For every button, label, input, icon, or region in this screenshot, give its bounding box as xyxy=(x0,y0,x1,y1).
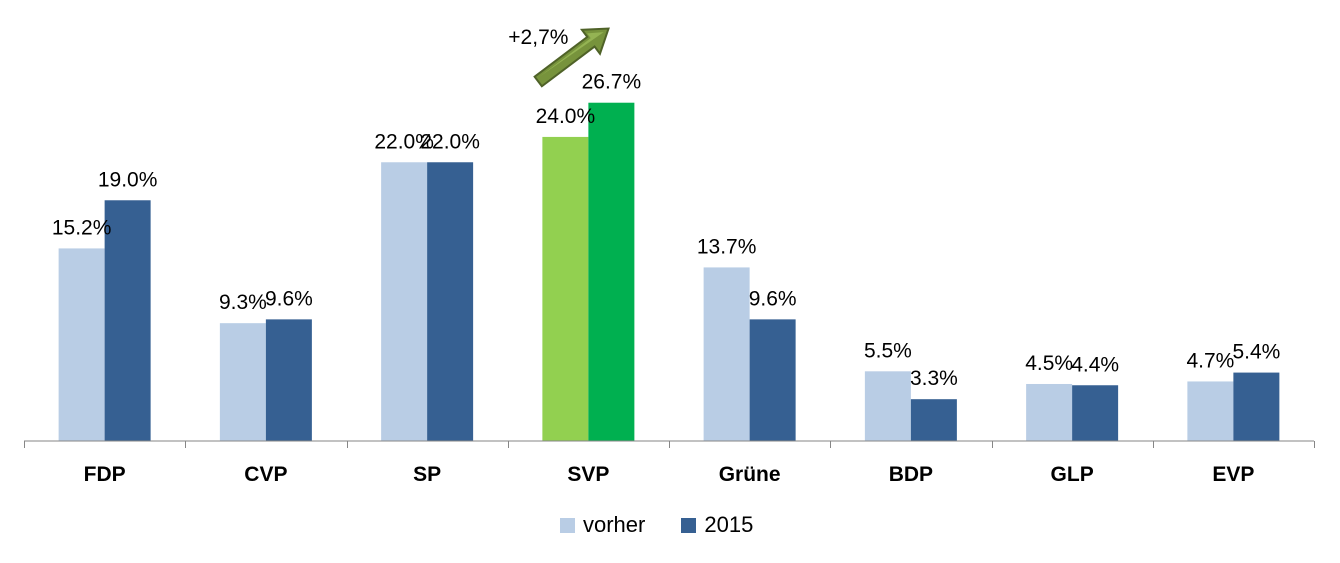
bar-sp-2015 xyxy=(427,162,474,441)
category-label-glp: GLP xyxy=(1051,463,1094,486)
bar-bdp-2015 xyxy=(910,399,957,441)
bar-gruene-vorher xyxy=(703,267,750,441)
bar-cvp-vorher xyxy=(219,323,266,441)
bar-glp-2015 xyxy=(1072,385,1119,441)
legend-swatch-2015 xyxy=(681,517,697,533)
value-label-sp-2015: 22.0% xyxy=(420,130,480,153)
bars-group xyxy=(58,102,1280,442)
value-label-fdp-vorher: 15.2% xyxy=(52,216,112,239)
category-label-evp: EVP xyxy=(1212,463,1254,486)
value-label-svp-2015: 26.7% xyxy=(582,71,642,94)
x-axis xyxy=(24,440,1315,448)
category-label-sp: SP xyxy=(413,463,441,486)
category-label-fdp: FDP xyxy=(84,463,126,486)
value-label-gruene-2015: 9.6% xyxy=(749,287,797,310)
value-label-evp-vorher: 4.7% xyxy=(1186,349,1234,372)
value-label-fdp-2015: 19.0% xyxy=(98,168,158,191)
category-label-gruene: Grüne xyxy=(719,463,781,486)
legend: vorher 2015 xyxy=(560,512,789,538)
bar-evp-vorher xyxy=(1187,381,1234,441)
bar-gruene-2015 xyxy=(749,319,796,441)
value-label-cvp-2015: 9.6% xyxy=(265,287,313,310)
value-label-svp-vorher: 24.0% xyxy=(536,105,596,128)
value-label-glp-2015: 4.4% xyxy=(1071,353,1119,376)
bar-fdp-vorher xyxy=(58,248,105,441)
value-label-cvp-vorher: 9.3% xyxy=(219,291,267,314)
bar-sp-vorher xyxy=(381,162,428,441)
legend-label-2015: 2015 xyxy=(704,512,754,537)
change-annotation: +2,7% xyxy=(508,26,610,88)
value-label-sp-vorher: 22.0% xyxy=(374,130,434,153)
legend-swatch-vorher xyxy=(560,517,575,533)
value-label-evp-2015: 5.4% xyxy=(1232,341,1280,364)
value-label-gruene-vorher: 13.7% xyxy=(697,235,757,258)
value-label-glp-vorher: 4.5% xyxy=(1025,352,1073,375)
category-label-svp: SVP xyxy=(567,463,609,486)
value-labels: 15.2%19.0%9.3%9.6%22.0%22.0%24.0%26.7%13… xyxy=(52,71,1280,390)
bar-evp-2015 xyxy=(1233,372,1280,441)
bar-svp-vorher xyxy=(542,136,589,442)
bar-fdp-2015 xyxy=(104,200,151,441)
value-label-bdp-vorher: 5.5% xyxy=(864,339,912,362)
legend-label-vorher: vorher xyxy=(583,512,646,537)
trend-arrow-shape xyxy=(533,27,610,88)
annotation-text: +2,7% xyxy=(508,26,568,49)
bar-bdp-vorher xyxy=(864,371,911,441)
trend-arrow-icon xyxy=(533,27,610,88)
value-label-bdp-2015: 3.3% xyxy=(910,367,958,390)
bar-cvp-2015 xyxy=(265,319,312,441)
category-labels: FDP CVP SP SVP Grüne BDP GLP EVP xyxy=(84,463,1255,486)
bar-svp-2015 xyxy=(588,102,635,441)
legend-item-2015: 2015 xyxy=(681,512,753,538)
category-label-cvp: CVP xyxy=(244,463,287,486)
bar-glp-vorher xyxy=(1026,383,1073,441)
legend-item-vorher: vorher xyxy=(560,512,645,538)
category-label-bdp: BDP xyxy=(889,463,933,486)
